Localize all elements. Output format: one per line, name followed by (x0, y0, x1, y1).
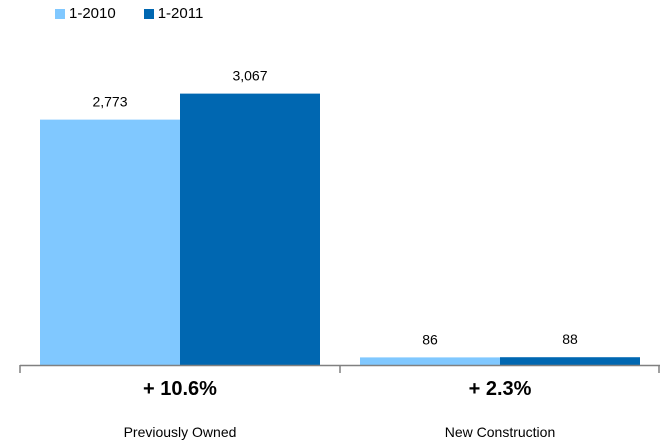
data-label-new-construction-1-2011: 88 (562, 331, 578, 347)
legend-label-1-2010: 1-2010 (69, 5, 116, 22)
legend-label-1-2011: 1-2011 (157, 5, 204, 22)
data-label-previously-owned-1-2011: 3,067 (232, 68, 267, 84)
bar-previously-owned-1-2011 (180, 93, 320, 365)
legend-item-1-2010: 1-2010 (55, 5, 116, 22)
bar-previously-owned-1-2010 (40, 119, 180, 365)
legend-swatch-1-2011 (143, 8, 154, 19)
data-label-previously-owned-1-2010: 2,773 (92, 94, 127, 110)
category-label-new-construction: New Construction (444, 424, 556, 440)
change-label-new-construction: + 2.3% (468, 378, 532, 400)
legend: 1-2010 1-2011 (55, 5, 203, 22)
category-label-previously-owned: Previously Owned (123, 424, 237, 440)
data-label-new-construction-1-2010: 86 (422, 331, 438, 347)
change-label-previously-owned: + 10.6% (143, 378, 217, 400)
bar-new-construction-1-2010 (360, 357, 500, 365)
bar-new-construction-1-2011 (500, 357, 640, 365)
legend-item-1-2011: 1-2011 (143, 5, 204, 22)
legend-swatch-1-2010 (55, 8, 65, 19)
